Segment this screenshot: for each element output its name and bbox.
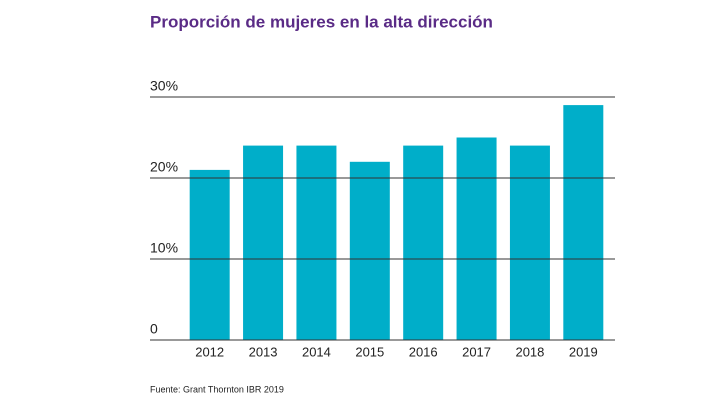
bar bbox=[296, 145, 337, 340]
bar bbox=[189, 169, 230, 340]
bar bbox=[403, 145, 444, 340]
source-note: Fuente: Grant Thornton IBR 2019 bbox=[150, 384, 284, 394]
bar bbox=[509, 145, 550, 340]
chart-title: Proporción de mujeres en la alta direcci… bbox=[150, 12, 493, 31]
x-tick-label: 2013 bbox=[249, 344, 278, 359]
x-tick-label: 2016 bbox=[409, 344, 438, 359]
bar bbox=[456, 137, 497, 340]
y-tick-label: 30% bbox=[150, 78, 178, 94]
y-tick-label: 20% bbox=[150, 159, 178, 175]
x-tick-label: 2019 bbox=[569, 344, 598, 359]
x-tick-label: 2014 bbox=[302, 344, 331, 359]
x-tick-label: 2015 bbox=[355, 344, 384, 359]
bar bbox=[563, 105, 604, 340]
y-tick-label: 10% bbox=[150, 240, 178, 256]
bar bbox=[243, 145, 284, 340]
x-tick-label: 2012 bbox=[195, 344, 224, 359]
x-tick-label: 2017 bbox=[462, 344, 491, 359]
x-tick-label: 2018 bbox=[515, 344, 544, 359]
y-tick-label: 0 bbox=[150, 321, 158, 337]
bar bbox=[349, 161, 390, 340]
